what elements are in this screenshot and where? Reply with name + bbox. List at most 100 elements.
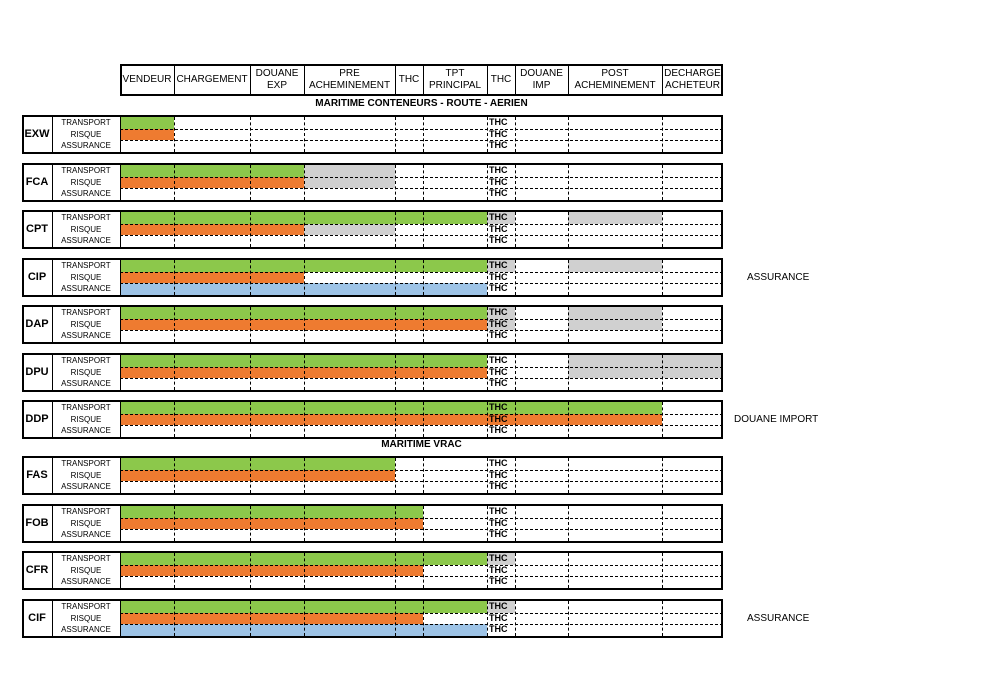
thc-label: THC [489,506,508,516]
fill-orange-dpu [120,366,487,378]
thc-label: THC [489,564,508,575]
fill-green-exw [120,117,174,129]
row-label-risque: RISQUE [70,129,102,139]
thc-label: THC [489,318,508,329]
fill-gray-fca [304,165,395,177]
column-line [250,355,251,390]
column-line [304,307,305,342]
column-line [568,402,569,437]
label-divider [120,307,121,342]
thc-label: THC [489,402,508,412]
column-line [568,117,569,152]
side-note: DOUANE IMPORT [734,413,819,425]
column-line [515,307,516,342]
fill-gray-dap [568,307,662,319]
code-divider [52,458,53,493]
column-line [304,355,305,390]
column-line [395,402,396,437]
column-line [174,601,175,636]
fill-orange-dap [120,318,487,330]
row-separator [120,140,723,141]
term-box-fca [22,163,723,202]
term-code: EXW [24,128,50,141]
row-separator [120,564,723,566]
column-line [662,117,663,152]
column-line [250,402,251,437]
term-box-exw [22,115,723,154]
row-label-transport: TRANSPORT [61,261,111,270]
fill-green-cfr [120,553,487,565]
term-code: DPU [25,366,49,379]
thc-label: THC [489,601,508,611]
header-thc: THC [490,74,512,85]
column-line [662,601,663,636]
row-label-transport: TRANSPORT [61,403,111,412]
fill-green-dap [120,307,487,319]
column-line [662,458,663,493]
row-separator [120,235,723,236]
column-line [174,402,175,437]
header-chargement: CHARGEMENT [176,74,248,85]
column-line [250,506,251,541]
label-divider [120,506,121,541]
row-label-risque: RISQUE [70,177,102,187]
column-line [487,212,488,247]
column-line [304,601,305,636]
column-line [515,402,516,437]
row-separator [120,576,723,577]
fill-gray-cpt [568,212,662,224]
label-divider [120,212,121,247]
column-line [568,553,569,588]
header-divider [304,64,305,96]
row-label-transport: TRANSPORT [61,308,111,317]
row-label-risque: RISQUE [70,565,102,575]
column-line [304,165,305,200]
column-line [568,165,569,200]
column-line [395,212,396,247]
term-box-cpt [22,210,723,249]
column-line [174,212,175,247]
thc-label: THC [489,612,508,623]
column-line [662,260,663,295]
thc-label: THC [489,223,508,234]
column-line [395,458,396,493]
row-label-transport: TRANSPORT [61,356,111,365]
column-line [515,601,516,636]
term-box-cif [22,599,723,638]
fill-blue-cif [120,624,487,636]
fill-green-fca [120,165,304,177]
column-line [487,458,488,493]
column-line [662,307,663,342]
label-divider [120,355,121,390]
fill-gray-cif [487,601,515,613]
side-note: ASSURANCE [747,271,810,283]
fill-gray-fca [304,176,395,188]
column-line [568,506,569,541]
code-divider [52,260,53,295]
column-line [304,212,305,247]
column-line [662,506,663,541]
thc-label: THC [489,413,508,424]
row-label-risque: RISQUE [70,613,102,623]
thc-label: THC [489,529,508,539]
label-divider [120,458,121,493]
term-box-dpu [22,353,723,392]
column-line [568,458,569,493]
row-label-risque: RISQUE [70,319,102,329]
column-line [423,458,424,493]
column-line [250,307,251,342]
column-line [174,506,175,541]
column-line [304,506,305,541]
column-line [515,553,516,588]
column-line [250,165,251,200]
thc-label: THC [489,576,508,586]
column-line [487,601,488,636]
side-note: ASSURANCE [747,612,810,624]
column-line [423,402,424,437]
label-divider [120,117,121,152]
thc-label: THC [489,624,508,634]
column-line [423,553,424,588]
row-label-assurance: ASSURANCE [61,189,111,198]
term-code: FCA [25,176,49,189]
row-separator [120,283,723,284]
